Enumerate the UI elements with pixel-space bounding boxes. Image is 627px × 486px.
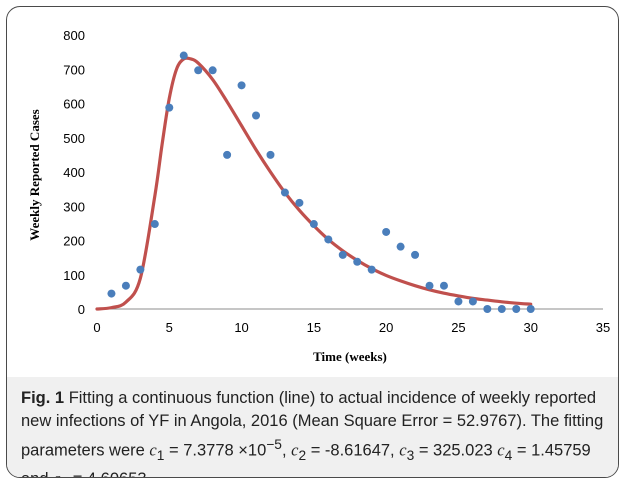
data-point	[107, 289, 116, 298]
y-tick-label: 0	[78, 302, 85, 317]
y-tick-label: 300	[63, 199, 85, 214]
x-axis-ticks: 0 5 10 15 20 25 30 35	[93, 320, 610, 335]
data-point	[121, 281, 130, 290]
data-point	[483, 305, 492, 313]
data-point	[382, 227, 391, 236]
data-point	[280, 188, 289, 197]
y-axis-ticks: 0 100 200 300 400 500 600 700 800	[63, 28, 85, 317]
y-tick-label: 200	[63, 234, 85, 249]
data-point	[338, 250, 347, 259]
data-point	[237, 81, 246, 90]
data-point	[136, 265, 145, 274]
data-point	[512, 305, 521, 313]
param-c1-subscript: 1	[156, 447, 165, 463]
x-tick-label: 10	[234, 320, 248, 335]
param-c3-subscript: 3	[406, 447, 415, 463]
param-c4-value: = 1.45759 and	[21, 441, 591, 478]
caption-text: Fitting a continuous function (line) to …	[21, 389, 604, 460]
figure-caption: Fig. 1 Fitting a continuous function (li…	[7, 377, 618, 478]
x-axis-label: Time (weeks)	[313, 349, 387, 364]
x-tick-label: 20	[379, 320, 393, 335]
data-point	[223, 150, 232, 159]
figure-label: Fig. 1	[21, 389, 65, 407]
param-c1-exponent: −5	[266, 437, 282, 452]
data-point	[367, 265, 376, 274]
param-c4-symbol: c	[497, 440, 505, 460]
y-tick-label: 400	[63, 165, 85, 180]
param-c1-symbol: c	[149, 440, 157, 460]
param-c5-value: = 4.60653	[73, 470, 147, 477]
param-c2-subscript: 2	[298, 447, 307, 463]
y-tick-label: 500	[63, 131, 85, 146]
data-points	[107, 51, 535, 313]
data-point	[497, 305, 506, 313]
param-c4-subscript: 4	[504, 447, 513, 463]
data-point	[165, 103, 174, 112]
data-point	[208, 66, 217, 75]
x-tick-label: 35	[596, 320, 610, 335]
y-tick-label: 700	[63, 62, 85, 77]
y-tick-label: 100	[63, 268, 85, 283]
data-point	[425, 281, 434, 290]
data-point	[468, 297, 477, 306]
param-c2-symbol: c	[291, 440, 299, 460]
data-point	[150, 220, 159, 229]
chart: 0 100 200 300 400 500 600 700 800 0 5 10 15 20 25 30 35…	[27, 28, 610, 364]
data-point	[353, 257, 362, 266]
data-point	[266, 150, 275, 159]
param-c5-subscript: 5	[60, 476, 68, 477]
x-tick-label: 0	[93, 320, 100, 335]
figure-frame: 0 100 200 300 400 500 600 700 800 0 5 10 15 20 25 30 35…	[6, 6, 619, 478]
data-point	[295, 198, 304, 207]
param-c5-symbol: c	[53, 469, 60, 477]
x-tick-label: 5	[166, 320, 173, 335]
y-axis-label: Weekly Reported Cases	[27, 109, 42, 240]
data-point	[309, 220, 318, 229]
data-point	[526, 305, 535, 313]
x-tick-label: 30	[523, 320, 537, 335]
x-tick-label: 25	[451, 320, 465, 335]
data-point	[179, 51, 188, 60]
param-c3-value: = 325.023	[418, 441, 493, 460]
x-tick-label: 15	[307, 320, 321, 335]
data-point	[396, 242, 405, 251]
y-tick-label: 800	[63, 28, 85, 43]
fitted-curve-line	[95, 56, 533, 311]
data-point	[324, 235, 333, 244]
param-c3-symbol: c	[399, 440, 407, 460]
data-point	[252, 111, 261, 120]
param-c2-value: = -8.61647,	[310, 441, 395, 460]
y-tick-label: 600	[63, 97, 85, 112]
data-point	[194, 66, 203, 75]
data-point	[439, 281, 448, 290]
param-c1-value: = 7.3778 ×10	[168, 441, 267, 460]
data-point	[411, 250, 420, 259]
data-point	[454, 297, 463, 306]
